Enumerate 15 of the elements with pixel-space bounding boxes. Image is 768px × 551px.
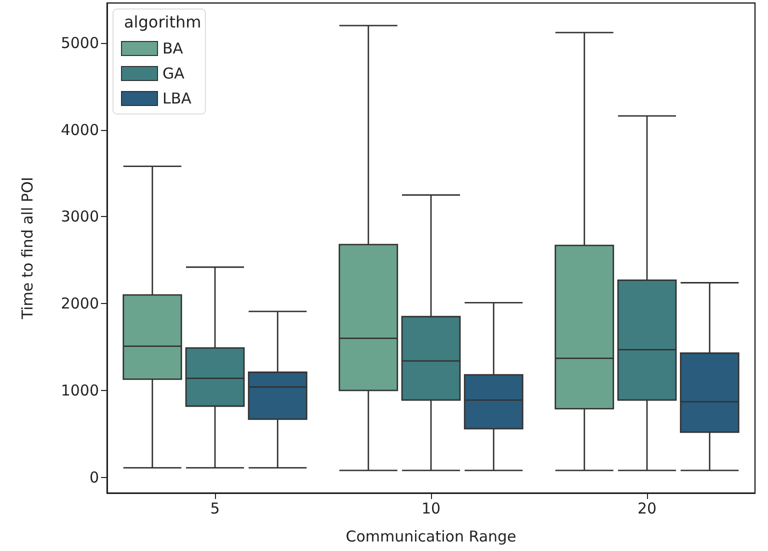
- y-tick-label: 3000: [60, 208, 99, 226]
- y-tick-label: 2000: [60, 294, 99, 313]
- x-tick-label: 10: [421, 500, 441, 518]
- x-axis-title: Communication Range: [346, 528, 516, 546]
- x-tick-label: 20: [637, 500, 657, 518]
- legend-label: GA: [162, 64, 186, 82]
- y-tick-label: 4000: [60, 120, 99, 139]
- legend-label: LBA: [162, 90, 192, 108]
- y-tick-label: 1000: [60, 381, 99, 400]
- y-tick-label: 0: [89, 468, 99, 486]
- x-tick-label: 5: [210, 500, 220, 518]
- legend-label: BA: [162, 40, 184, 58]
- y-axis-title: Time to find all POI: [18, 176, 36, 320]
- y-tick-label: 5000: [60, 34, 99, 52]
- legend-title: algorithm: [124, 12, 202, 32]
